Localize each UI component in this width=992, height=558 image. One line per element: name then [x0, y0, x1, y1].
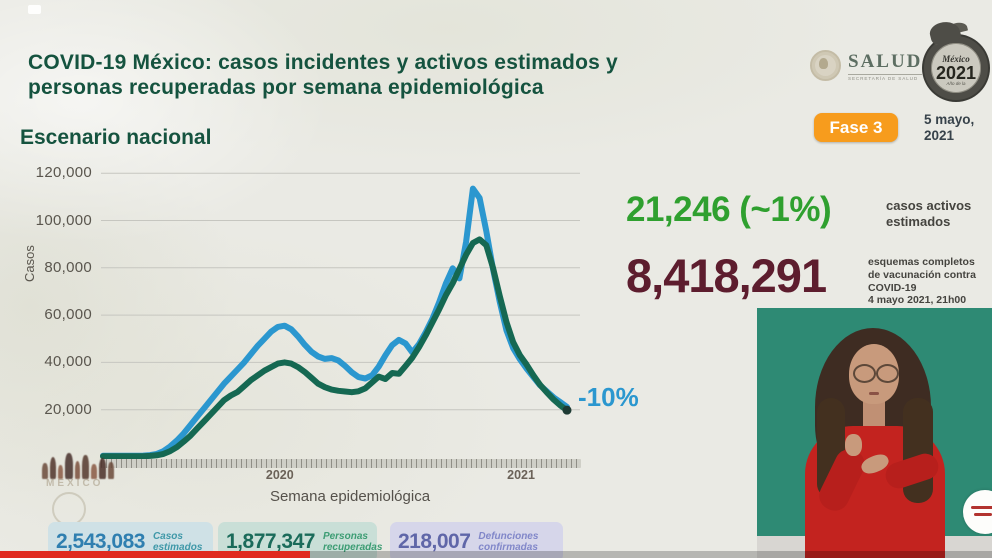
x-year-label-2021: 2021 — [507, 468, 535, 482]
phase-badge: Fase 3 — [814, 113, 898, 142]
interpreter-mouth — [869, 392, 879, 395]
kpi-active-cases-value: 21,246 (~1%) — [626, 190, 832, 229]
stat-defunciones-confirmadas-value: 218,007 — [398, 530, 471, 553]
salud-seal-icon — [810, 50, 841, 81]
kpi-vaccination-label-4: 4 mayo 2021, 21h00 — [868, 294, 967, 307]
date-line-1: 5 mayo, — [924, 112, 975, 127]
kpi-active-cases-label-2: estimados — [886, 214, 951, 230]
x-axis-title: Semana epidemiológica — [269, 488, 431, 505]
latest-point-marker — [562, 405, 572, 415]
kpi-vaccination-label-1: esquemas completos — [868, 256, 975, 268]
page-title: COVID-19 México: casos incidentes y acti… — [28, 50, 788, 100]
trend-annotation: -10% — [578, 382, 639, 413]
stat-personas-recuperadas-label: Personas recuperadas — [322, 531, 383, 553]
engraving-watermark — [42, 447, 114, 479]
caption-box — [28, 5, 41, 14]
title-line-2: personas recuperadas por semana epidemio… — [28, 76, 544, 100]
x-axis-week-ticks — [101, 459, 581, 468]
seal-watermark — [52, 492, 86, 526]
kpi-active-cases-label: casos activos estimados — [886, 198, 971, 231]
mexico-script-text: México — [942, 54, 970, 64]
stat-defunciones-confirmadas-label: Defunciones confirmadas — [478, 531, 539, 553]
stat-casos-estimados-label: Casos estimados — [152, 531, 203, 553]
video-progress-bar[interactable] — [0, 551, 992, 558]
stat-defunciones-confirmadas: 218,007 Defunciones confirmadas — [390, 522, 563, 558]
title-line-1: COVID-19 México: casos incidentes y acti… — [28, 51, 618, 74]
y-axis-title: Casos — [22, 245, 37, 282]
logo-tiny-text: Año de la — [946, 81, 966, 86]
y-tick-label: 100,000 — [35, 211, 92, 229]
kpi-vaccination-value: 8,418,291 — [626, 249, 827, 302]
interpreter-hand-raised — [845, 434, 862, 456]
year-2021-text: 2021 — [935, 63, 977, 83]
salud-logo-subtext: SECRETARÍA DE SALUD — [848, 73, 923, 81]
salud-logo-text: SALUD — [848, 50, 923, 72]
y-tick-label: 120,000 — [35, 164, 92, 182]
mexico-2021-logo: México 2021 Año de la — [922, 18, 988, 102]
y-tick-label: 40,000 — [44, 353, 92, 371]
kpi-vaccination-label: esquemas completos de vacunación contra … — [868, 256, 992, 307]
chart-canvas — [100, 172, 580, 460]
y-tick-label: 20,000 — [44, 400, 92, 418]
interpreter-neck — [863, 400, 885, 432]
series-line-1 — [100, 236, 570, 460]
kpi-active-cases-label-1: casos activos — [886, 198, 972, 213]
interpreter-hair-right — [903, 398, 933, 503]
date-line-2: 2021 — [924, 127, 955, 143]
y-tick-label: 60,000 — [44, 306, 92, 324]
subtitle-escenario-nacional: Escenario nacional — [20, 126, 212, 149]
stat-personas-recuperadas-value: 1,877,347 — [226, 530, 315, 553]
sign-language-interpreter-video — [757, 308, 992, 558]
stat-casos-estimados-value: 2,543,083 — [56, 530, 145, 553]
y-tick-label: 80,000 — [44, 258, 92, 276]
video-progress-played — [0, 551, 311, 558]
mexico-watermark-text: MÉXICO — [46, 478, 104, 489]
kpi-vaccination-label-2: de vacunación contra — [868, 268, 976, 281]
date-label: 5 mayo, 2021 — [924, 112, 974, 143]
salud-logo: SALUD SECRETARÍA DE SALUD — [810, 50, 923, 81]
epidemic-curve-chart: Semana epidemiológica -10% 2020 2021 — [100, 165, 639, 510]
series-line-0 — [100, 185, 570, 459]
kpi-vaccination-label-3: COVID-19 — [868, 281, 917, 294]
conference-badge-logo — [963, 490, 992, 534]
glasses-icon — [853, 364, 899, 383]
x-year-label-2020: 2020 — [265, 468, 294, 482]
